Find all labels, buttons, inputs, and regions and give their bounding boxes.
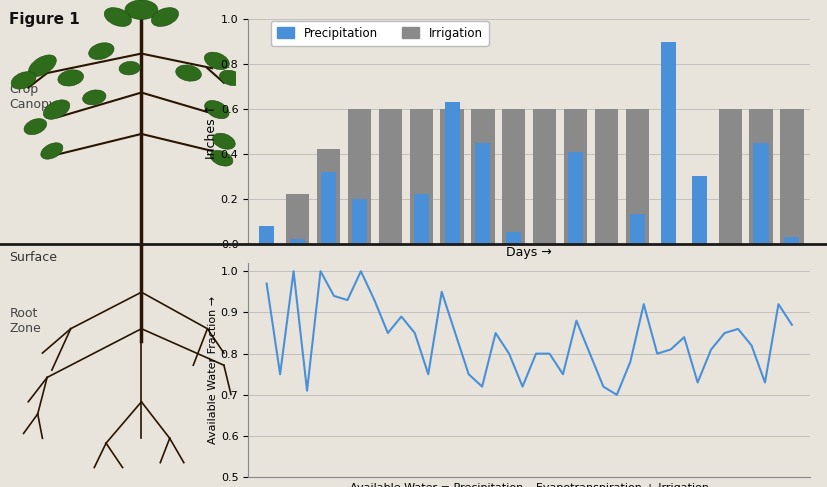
Text: Figure 1: Figure 1 xyxy=(9,12,80,27)
Bar xyxy=(781,109,804,244)
Bar xyxy=(259,225,275,244)
Bar xyxy=(691,176,707,244)
Ellipse shape xyxy=(175,65,202,81)
Bar xyxy=(414,194,428,244)
Bar xyxy=(379,109,402,244)
Bar xyxy=(630,214,645,244)
Bar xyxy=(476,143,490,244)
Y-axis label: Inches ↑: Inches ↑ xyxy=(205,104,218,159)
Bar xyxy=(661,42,676,244)
Bar xyxy=(626,109,649,244)
Bar xyxy=(321,172,336,244)
Ellipse shape xyxy=(11,72,36,89)
Bar xyxy=(749,109,772,244)
Bar xyxy=(502,109,525,244)
Ellipse shape xyxy=(83,90,106,105)
Text: Root
Zone: Root Zone xyxy=(9,307,41,336)
Bar xyxy=(719,109,742,244)
Ellipse shape xyxy=(125,0,158,19)
Ellipse shape xyxy=(204,100,229,119)
Bar xyxy=(441,109,464,244)
Ellipse shape xyxy=(88,43,114,59)
Bar xyxy=(595,109,618,244)
Ellipse shape xyxy=(28,55,56,76)
Bar xyxy=(564,109,587,244)
Ellipse shape xyxy=(204,52,229,70)
Legend: Precipitation, Irrigation: Precipitation, Irrigation xyxy=(271,21,489,46)
Bar xyxy=(753,143,768,244)
Text: Crop
Canopy: Crop Canopy xyxy=(9,83,57,112)
X-axis label: Available Water = Precipitation – Evapotranspiration + Irrigation: Available Water = Precipitation – Evapot… xyxy=(350,483,709,487)
Ellipse shape xyxy=(119,61,141,75)
Bar xyxy=(290,239,305,244)
Ellipse shape xyxy=(104,8,131,26)
X-axis label: Days →: Days → xyxy=(506,246,552,259)
Bar xyxy=(444,102,460,244)
Text: Surface: Surface xyxy=(9,251,57,264)
Bar xyxy=(317,150,340,244)
Bar xyxy=(409,109,433,244)
Bar xyxy=(568,151,583,244)
Ellipse shape xyxy=(210,150,233,166)
Ellipse shape xyxy=(41,143,63,159)
Bar xyxy=(533,109,557,244)
Ellipse shape xyxy=(213,133,235,149)
Bar xyxy=(506,232,521,244)
Bar xyxy=(471,109,495,244)
Y-axis label: Available Water Fraction →: Available Water Fraction → xyxy=(208,296,218,444)
Ellipse shape xyxy=(24,119,46,134)
Bar xyxy=(286,194,309,244)
Ellipse shape xyxy=(58,70,84,86)
Bar xyxy=(784,237,800,244)
Ellipse shape xyxy=(219,70,242,86)
Bar xyxy=(347,109,371,244)
Ellipse shape xyxy=(43,100,69,119)
Ellipse shape xyxy=(151,8,179,26)
Bar xyxy=(351,199,367,244)
